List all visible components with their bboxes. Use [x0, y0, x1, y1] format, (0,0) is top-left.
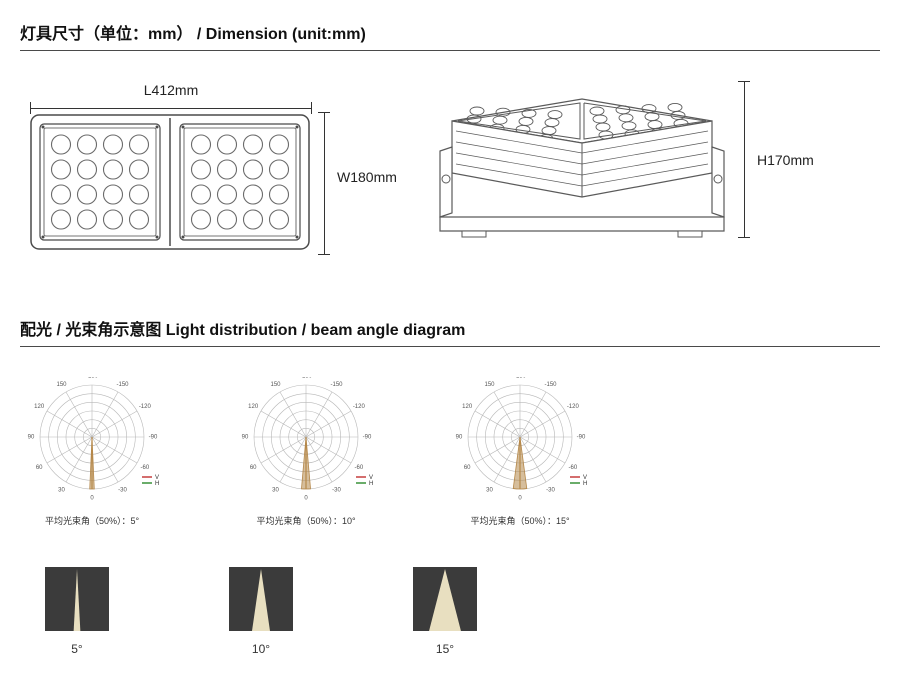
svg-text:H: H [583, 481, 587, 487]
svg-text:-60: -60 [140, 465, 149, 471]
polar-diagram: -180-150-120-90-60-300306090120150VH平均光束… [20, 377, 164, 527]
svg-text:-120: -120 [567, 404, 580, 410]
svg-text:150: 150 [484, 382, 495, 388]
svg-text:-90: -90 [577, 435, 586, 441]
svg-text:30: 30 [486, 487, 493, 493]
dimension-row: L412mm W180mm H170mm [20, 81, 880, 256]
polar-caption: 平均光束角（50%）：10° [234, 514, 378, 527]
length-dim-line [30, 102, 312, 114]
polar-diagram: -180-150-120-90-60-300306090120150VH平均光束… [448, 377, 592, 527]
beam-thumbnail: 10° [229, 567, 293, 656]
divider-2 [20, 346, 880, 347]
svg-text:60: 60 [250, 465, 257, 471]
svg-text:-180: -180 [300, 377, 313, 380]
beam-row: 5° 10° 15° [45, 567, 880, 656]
polar-svg: -180-150-120-90-60-300306090120150VH [234, 377, 378, 505]
polar-row: -180-150-120-90-60-300306090120150VH平均光束… [20, 377, 880, 527]
beam-thumbnail: 5° [45, 567, 109, 656]
svg-text:30: 30 [272, 487, 279, 493]
svg-text:120: 120 [34, 404, 45, 410]
svg-text:60: 60 [464, 465, 471, 471]
front-view-block: L412mm W180mm [30, 82, 312, 255]
svg-text:90: 90 [242, 435, 249, 441]
svg-text:0: 0 [518, 496, 522, 502]
front-view-svg [30, 114, 310, 250]
height-dim-line [738, 81, 750, 238]
length-label: L412mm [30, 82, 312, 98]
beam-svg [45, 567, 109, 631]
svg-text:0: 0 [304, 496, 308, 502]
iso-view-svg [432, 81, 732, 251]
svg-text:120: 120 [462, 404, 473, 410]
svg-text:H: H [155, 481, 159, 487]
beam-thumbnail: 15° [413, 567, 477, 656]
width-label: W180mm [337, 169, 397, 185]
height-label: H170mm [757, 152, 814, 168]
beam-svg [229, 567, 293, 631]
svg-text:120: 120 [248, 404, 259, 410]
svg-text:-30: -30 [118, 487, 127, 493]
svg-text:-90: -90 [149, 435, 158, 441]
svg-text:0: 0 [90, 496, 94, 502]
polar-diagram: -180-150-120-90-60-300306090120150VH平均光束… [234, 377, 378, 527]
svg-text:-90: -90 [363, 435, 372, 441]
svg-text:-60: -60 [354, 465, 363, 471]
svg-text:-30: -30 [546, 487, 555, 493]
polar-svg: -180-150-120-90-60-300306090120150VH [448, 377, 592, 505]
svg-text:-120: -120 [353, 404, 366, 410]
polar-caption: 平均光束角（50%）：15° [448, 514, 592, 527]
svg-text:-120: -120 [139, 404, 152, 410]
width-dim-line [318, 112, 330, 255]
svg-text:-180: -180 [514, 377, 527, 380]
svg-text:150: 150 [56, 382, 67, 388]
beam-caption: 10° [229, 642, 293, 656]
section1-title: 灯具尺寸（单位：mm） / Dimension (unit:mm) [20, 20, 880, 44]
svg-text:90: 90 [28, 435, 35, 441]
svg-text:-30: -30 [332, 487, 341, 493]
svg-text:-150: -150 [116, 382, 129, 388]
svg-text:90: 90 [456, 435, 463, 441]
svg-text:H: H [369, 481, 373, 487]
svg-text:30: 30 [58, 487, 65, 493]
svg-text:60: 60 [36, 465, 43, 471]
beam-caption: 5° [45, 642, 109, 656]
svg-text:-180: -180 [86, 377, 99, 380]
svg-text:-150: -150 [544, 382, 557, 388]
svg-text:150: 150 [270, 382, 281, 388]
beam-caption: 15° [413, 642, 477, 656]
svg-text:-60: -60 [568, 465, 577, 471]
iso-view-block: H170mm [432, 81, 732, 256]
divider-1 [20, 50, 880, 51]
polar-caption: 平均光束角（50%）：5° [20, 514, 164, 527]
svg-text:-150: -150 [330, 382, 343, 388]
beam-svg [413, 567, 477, 631]
polar-svg: -180-150-120-90-60-300306090120150VH [20, 377, 164, 505]
section2-title: 配光 / 光束角示意图 Light distribution / beam an… [20, 316, 880, 340]
